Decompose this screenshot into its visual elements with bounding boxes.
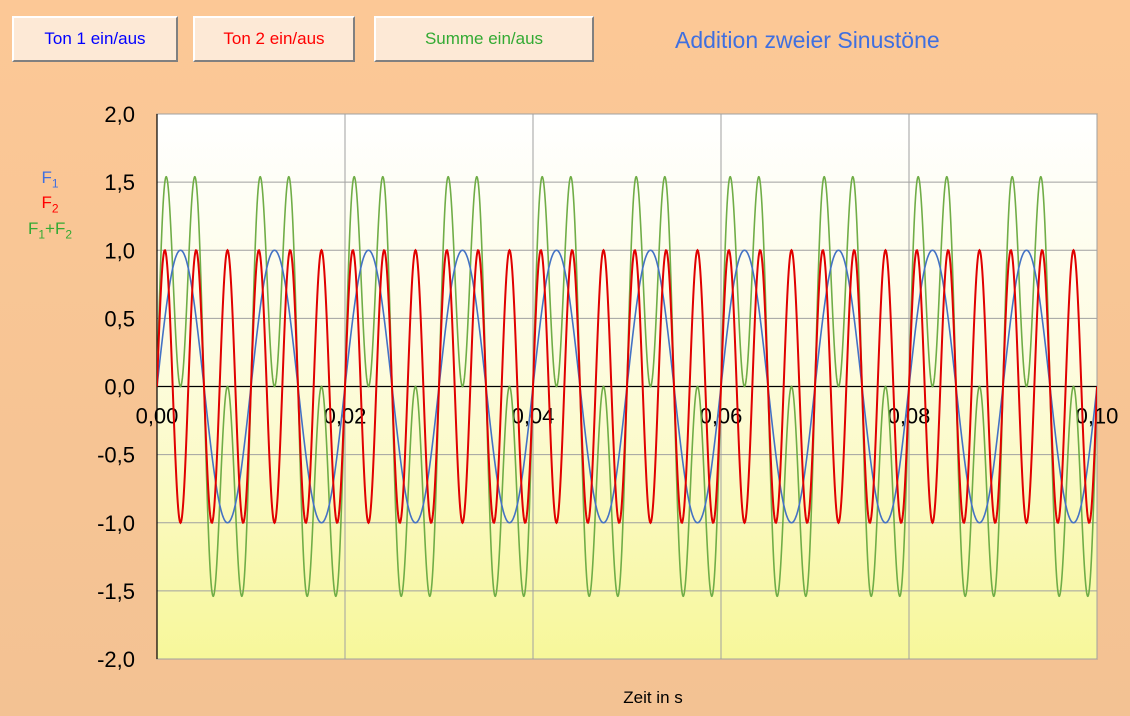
page-title: Addition zweier Sinustöne bbox=[675, 27, 940, 53]
y-tick-label: 1,5 bbox=[104, 170, 135, 195]
y-tick-labels: 2,0 1,5 1,0 0,5 0,0 -0,5 -1,0 -1,5 -2,0 bbox=[97, 102, 135, 672]
series-group bbox=[157, 175, 1097, 598]
x-tick-label: 0,00 bbox=[136, 404, 179, 429]
y-tick-label: -1,0 bbox=[97, 511, 135, 536]
ton1-toggle-button[interactable]: Ton 1 ein/aus bbox=[12, 16, 178, 62]
legend-entry-f2: F2 bbox=[41, 193, 59, 216]
y-tick-label: 0,5 bbox=[104, 306, 135, 331]
y-tick-label: -2,0 bbox=[97, 647, 135, 672]
y-tick-label: 0,0 bbox=[104, 375, 135, 400]
y-tick-label: 2,0 bbox=[104, 102, 135, 127]
ton2-toggle-button[interactable]: Ton 2 ein/aus bbox=[193, 16, 355, 62]
legend-entry-f1: F1 bbox=[41, 168, 59, 191]
legend-entry-sum: F1+F2 bbox=[27, 218, 73, 242]
y-tick-label: 1,0 bbox=[104, 238, 135, 263]
x-axis-label: Zeit in s bbox=[623, 688, 683, 707]
legend: F1 F2 F1+F2 bbox=[22, 168, 78, 244]
series-line-f2 bbox=[157, 248, 1097, 525]
summe-toggle-button[interactable]: Summe ein/aus bbox=[374, 16, 594, 62]
y-tick-label: -0,5 bbox=[97, 443, 135, 468]
y-tick-label: -1,5 bbox=[97, 579, 135, 604]
